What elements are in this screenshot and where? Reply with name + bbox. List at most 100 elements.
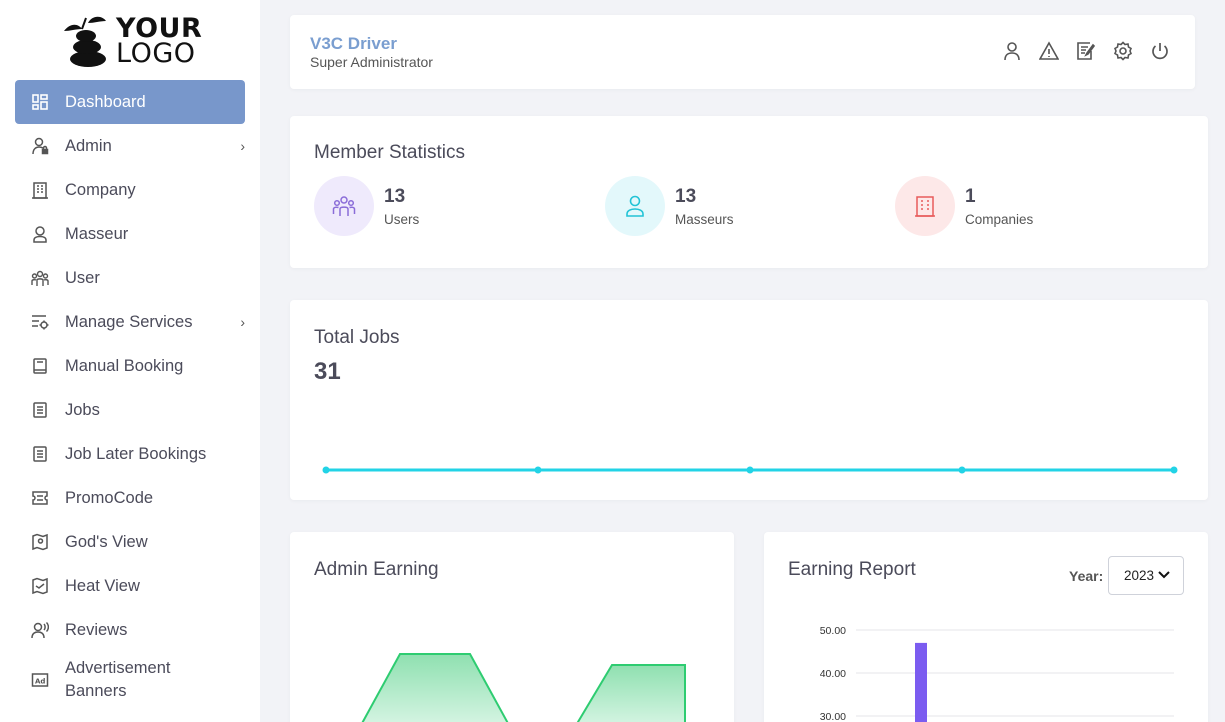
earning-report-card: Earning Report Year: 2023 50.00 40.00 30.0… — [764, 532, 1208, 722]
year-select[interactable]: 2023 — [1108, 556, 1184, 595]
sidebar-item-label: Company — [65, 180, 136, 199]
sidebar-item-masseur[interactable]: Masseur — [15, 212, 245, 256]
logo-stones-icon — [64, 16, 106, 67]
total-jobs-card: Total Jobs 31 — [290, 300, 1208, 500]
sidebar-nav: Dashboard Admin › Company Masseur User — [15, 80, 245, 708]
admin-earning-area-1 — [361, 653, 509, 722]
chevron-right-icon: › — [240, 314, 245, 330]
header-bar: V3C Driver Super Administrator — [290, 15, 1195, 89]
chevron-down-icon — [1158, 568, 1170, 583]
users-icon — [332, 196, 356, 216]
sidebar-item-label: Advertisement Banners — [65, 659, 171, 700]
y-tick-label-2: 30.00 — [820, 711, 846, 722]
total-jobs-line-chart — [322, 466, 1178, 474]
users-stat-circle — [314, 176, 374, 236]
sidebar-item-label: Manual Booking — [65, 356, 184, 375]
header-actions — [1001, 40, 1171, 62]
sidebar-item-heat-view[interactable]: Heat View — [15, 564, 245, 608]
sidebar-item-gods-view[interactable]: God's View — [15, 520, 245, 564]
users-count: 13 — [384, 185, 406, 207]
map-icon — [31, 577, 49, 595]
user-role: Super Administrator — [310, 54, 433, 70]
sidebar-item-label: Dashboard — [65, 92, 146, 111]
sidebar-item-label: God's View — [65, 532, 148, 551]
sidebar-item-label: Manage Services — [65, 312, 193, 331]
earning-bar-0 — [915, 642, 927, 722]
sidebar-item-dashboard[interactable]: Dashboard — [15, 80, 245, 124]
stat-masseurs: 13 Masseurs — [605, 176, 734, 236]
sidebar-item-admin[interactable]: Admin › — [15, 124, 245, 168]
admin-earning-area-chart — [361, 653, 686, 722]
person-icon — [31, 225, 49, 243]
building-icon — [915, 196, 935, 217]
sidebar: YOUR LOGO Dashboard Admin › Company — [0, 0, 260, 722]
total-jobs-value: 31 — [314, 358, 341, 385]
companies-count: 1 — [965, 185, 976, 207]
sidebar-item-label: Masseur — [65, 224, 129, 243]
logo-line1: YOUR — [116, 13, 203, 44]
sidebar-item-label: PromoCode — [65, 488, 154, 507]
sidebar-item-user[interactable]: User — [15, 256, 245, 300]
logo[interactable]: YOUR LOGO — [58, 12, 208, 70]
masseurs-count: 13 — [675, 185, 697, 207]
list-icon — [31, 445, 49, 463]
building-icon — [31, 181, 49, 199]
users-icon — [31, 269, 49, 287]
settings-gear-icon[interactable] — [1112, 40, 1134, 62]
masseurs-label: Masseurs — [675, 211, 734, 227]
svg-text:Ad: Ad — [35, 678, 45, 686]
total-jobs-point-3 — [958, 466, 966, 474]
admin-earning-card: Admin Earning — [290, 532, 734, 722]
person-icon — [626, 195, 644, 217]
stat-companies: 1 Companies — [895, 176, 1033, 236]
sidebar-item-label: Heat View — [65, 576, 140, 595]
sidebar-item-company[interactable]: Company — [15, 168, 245, 212]
list-icon — [31, 401, 49, 419]
logo-line2: LOGO — [116, 38, 196, 69]
earning-report-title: Earning Report — [788, 559, 916, 580]
ticket-icon — [31, 489, 49, 507]
year-label: Year: — [1069, 568, 1104, 584]
sidebar-item-job-later-bookings[interactable]: Job Later Bookings — [15, 432, 245, 476]
sidebar-item-manual-booking[interactable]: Manual Booking — [15, 344, 245, 388]
year-select-value: 2023 — [1124, 568, 1155, 583]
chevron-right-icon: › — [240, 138, 245, 154]
sidebar-item-label: Admin — [65, 136, 112, 155]
review-voice-icon — [31, 621, 49, 639]
alert-triangle-icon[interactable] — [1038, 40, 1060, 62]
sidebar-item-label: Job Later Bookings — [65, 444, 207, 463]
services-settings-icon — [31, 313, 49, 331]
total-jobs-title: Total Jobs — [314, 327, 400, 348]
sidebar-item-label: Jobs — [65, 400, 100, 419]
profile-icon[interactable] — [1001, 40, 1023, 62]
edit-note-icon[interactable] — [1075, 40, 1097, 62]
logo-text: YOUR LOGO — [116, 13, 203, 69]
sidebar-item-promocode[interactable]: PromoCode — [15, 476, 245, 520]
sidebar-item-reviews[interactable]: Reviews — [15, 608, 245, 652]
sidebar-item-jobs[interactable]: Jobs — [15, 388, 245, 432]
power-icon[interactable] — [1149, 40, 1171, 62]
companies-label: Companies — [965, 211, 1034, 227]
book-icon — [31, 357, 49, 375]
masseurs-stat-circle — [605, 176, 665, 236]
total-jobs-point-2 — [746, 466, 754, 474]
total-jobs-point-4 — [1170, 466, 1178, 474]
map-pin-icon — [31, 533, 49, 551]
user-name: V3C Driver — [310, 34, 397, 53]
sidebar-item-label: Reviews — [65, 620, 128, 639]
earning-report-bar-chart: 50.00 40.00 30.00 — [820, 625, 1174, 722]
sidebar-item-advertisement-banners[interactable]: Ad Advertisement Banners — [15, 652, 245, 708]
member-statistics-title: Member Statistics — [314, 142, 465, 163]
stat-users: 13 Users — [314, 176, 419, 236]
member-statistics-card: Member Statistics 13 Users 13 Masseurs 1… — [290, 116, 1208, 268]
total-jobs-point-1 — [534, 466, 542, 474]
companies-stat-circle — [895, 176, 955, 236]
sidebar-item-manage-services[interactable]: Manage Services › — [15, 300, 245, 344]
dashboard-icon — [31, 93, 49, 111]
y-tick-label-1: 40.00 — [820, 668, 846, 680]
admin-user-icon — [31, 137, 49, 155]
y-tick-label-0: 50.00 — [820, 625, 846, 637]
users-label: Users — [384, 211, 420, 227]
total-jobs-point-0 — [322, 466, 330, 474]
admin-earning-area-2 — [576, 664, 686, 722]
